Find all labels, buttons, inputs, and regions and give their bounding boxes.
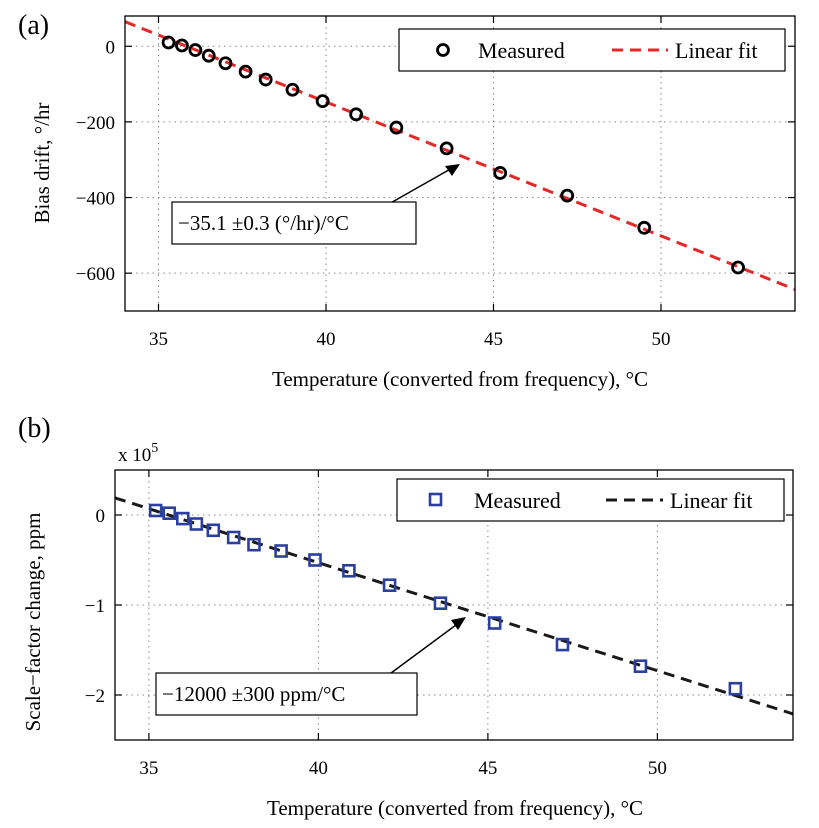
panel-b-point-10 <box>382 578 397 593</box>
panel-b-point-12 <box>487 616 502 630</box>
panel-a-fit-line <box>125 20 795 291</box>
panel-b-point-2 <box>176 511 190 526</box>
panel-b-point-15 <box>728 681 743 696</box>
panel-a-annotation-box <box>171 201 417 245</box>
panel-a-annotation-text: −35.1 ±0.3 (°/hr)/°C <box>178 211 349 235</box>
panel-a-axes-box <box>124 15 796 312</box>
panel-b-annotation-arrow <box>386 621 461 677</box>
panel-a-point-10 <box>389 120 404 135</box>
panel-b-annotation-arrowhead <box>451 617 466 630</box>
panel-b-legend-square-marker <box>428 492 443 507</box>
panel-a-point-3 <box>201 48 216 63</box>
panel-a-annotation-arrowhead <box>445 164 460 176</box>
panel-b-label: (b) <box>18 413 51 444</box>
panel-a-point-15 <box>731 260 745 275</box>
panel-b: (b) x 105 35 40 45 50 0 −1 −2 Temperature (con… <box>18 413 794 820</box>
panel-a-xlabel: Temperature (converted from frequency), … <box>272 367 648 391</box>
panel-b-annotation-box <box>155 672 418 716</box>
panel-a-xtick-label-3: 50 <box>652 329 671 350</box>
panel-a-ytick-label-1: −200 <box>76 113 115 134</box>
panel-b-point-13 <box>555 637 570 652</box>
panel-b-point-11 <box>433 596 448 611</box>
panel-a-point-0 <box>161 35 176 50</box>
panel-a-point-9 <box>349 107 364 122</box>
panel-a-label: (a) <box>18 10 49 41</box>
panel-b-ytick-label-0: 0 <box>96 506 106 527</box>
panel-b-ylabel: Scale−factor change, ppm <box>21 513 45 732</box>
panel-b-point-6 <box>247 537 261 552</box>
panel-b-xtick-label-3: 50 <box>648 758 667 779</box>
panel-b-legend: Measured Linear fit <box>396 478 785 522</box>
panel-a-point-4 <box>218 56 233 71</box>
panel-b-ytick-label-2: −2 <box>85 686 105 707</box>
panel-b-point-9 <box>342 563 356 578</box>
panel-a-annotation: −35.1 ±0.3 (°/hr)/°C <box>171 164 460 245</box>
panel-b-scale-exponent: 5 <box>151 441 158 456</box>
panel-a-xtick-label-1: 40 <box>317 329 336 350</box>
panel-b-xtick-label-0: 35 <box>139 758 158 779</box>
panel-a-point-7 <box>285 82 300 97</box>
panel-a-linear-fit <box>125 20 795 291</box>
panel-a-ytick-label-0: 0 <box>106 37 116 58</box>
panel-b-point-4 <box>206 523 221 538</box>
panel-a-legend: Measured Linear fit <box>398 28 786 72</box>
panel-b-point-0 <box>148 503 163 518</box>
panel-b-xtick-label-1: 40 <box>309 758 328 779</box>
panel-b-scale-base: x 10 <box>118 445 151 466</box>
panel-b-legend-measured: Measured <box>474 488 561 513</box>
panel-a-point-5 <box>238 64 253 79</box>
panel-a-xtick-label-0: 35 <box>149 329 168 350</box>
panel-b-legend-linear-fit: Linear fit <box>670 488 752 513</box>
panel-a-legend-box <box>398 28 786 72</box>
panel-b-xlabel: Temperature (converted from frequency), … <box>267 796 643 820</box>
panel-a-point-8 <box>315 94 330 108</box>
panel-a-ticks: 35 40 45 50 0 −200 −400 −600 <box>76 16 795 350</box>
panel-b-point-5 <box>226 530 241 545</box>
panel-b-points <box>148 503 743 696</box>
panel-a-legend-linear-fit: Linear fit <box>675 38 757 63</box>
panel-b-annotation-text: −12000 ±300 ppm/°C <box>162 682 345 706</box>
panel-a-legend-circle-marker <box>436 43 450 57</box>
panel-a-point-12 <box>493 166 508 180</box>
panel-b-point-3 <box>189 517 204 531</box>
panel-a-point-11 <box>439 141 454 156</box>
panel-a-point-1 <box>175 38 189 53</box>
panel-b-point-1 <box>162 506 177 521</box>
panel-b-point-7 <box>274 544 288 558</box>
panel-a-xtick-label-2: 45 <box>484 329 503 350</box>
panel-a: (a) 35 40 45 50 0 −200 −400 −600 Temperature (c… <box>18 10 796 391</box>
panel-a-ylabel: Bias drift, °/hr <box>30 103 54 224</box>
panel-a-points <box>161 35 745 275</box>
panel-a-ytick-label-2: −400 <box>76 189 115 210</box>
panel-b-ytick-label-1: −1 <box>85 596 105 617</box>
panel-a-legend-measured: Measured <box>478 38 565 63</box>
panel-a-ytick-label-3: −600 <box>76 264 115 285</box>
panel-a-point-13 <box>560 188 575 203</box>
panel-b-point-8 <box>308 553 322 567</box>
panel-b-scale-label: x 105 <box>118 441 158 466</box>
panel-a-point-6 <box>258 72 273 87</box>
panel-b-xtick-label-2: 45 <box>478 758 497 779</box>
panel-b-legend-box <box>396 478 785 522</box>
panel-a-point-14 <box>637 220 652 235</box>
panel-b-annotation: −12000 ±300 ppm/°C <box>155 617 466 716</box>
panel-b-point-14 <box>633 659 648 674</box>
panel-b-ticks: 35 40 45 50 0 −1 −2 <box>85 470 793 779</box>
panel-a-point-2 <box>188 43 203 57</box>
